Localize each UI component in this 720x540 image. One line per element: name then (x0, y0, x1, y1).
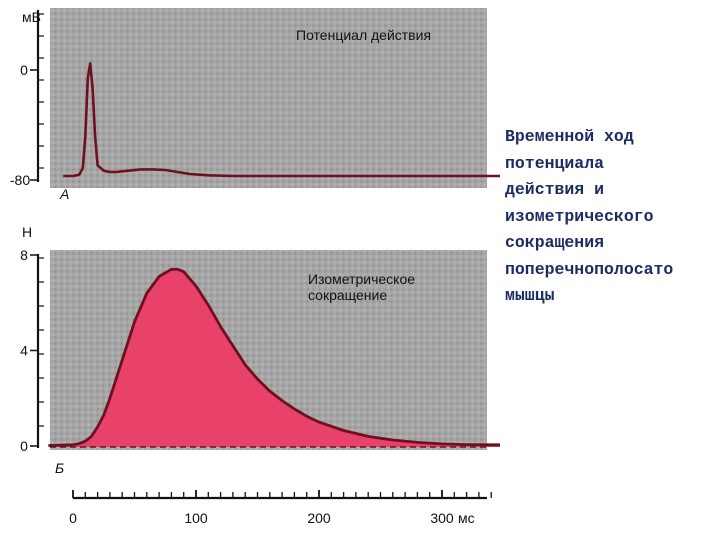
panel-b-y-ticks: 0 4 8 (20, 247, 38, 454)
caption-line: поперечнополосато (505, 259, 674, 279)
panel-a-label: A (59, 186, 69, 202)
panel-a-y-tick-label: 0 (20, 62, 28, 78)
panel-a-y-tick-label: -80 (10, 172, 30, 188)
time-axis-label: 100 (184, 510, 208, 526)
caption-line: потенциала (505, 153, 605, 173)
time-axis-ticks (72, 490, 492, 498)
panel-b-label: Б (55, 460, 64, 476)
panel-a-annotation: Потенциал действия (296, 27, 431, 43)
panel-b-y-tick-label: 0 (20, 438, 28, 454)
panel-b-contraction: Н 0 4 8 Изометрическое сокращение Б (20, 224, 500, 476)
panel-b-annotation-line1: Изометрическое (308, 271, 415, 287)
panel-b-annotation-line2: сокращение (308, 287, 387, 303)
time-axis-labels: 0 100 200 300 мс (69, 510, 475, 526)
time-axis-label: 200 (307, 510, 331, 526)
panel-b-minor-ticks (38, 257, 44, 427)
contraction-area (48, 269, 500, 447)
panel-a-y-unit: мВ (22, 9, 41, 25)
contraction-line (48, 267, 500, 447)
panel-b-y-tick-label: 8 (20, 247, 28, 263)
panel-a-background (50, 8, 487, 188)
caption-line: мышцы (505, 286, 555, 305)
panel-b-y-tick-label: 4 (20, 343, 28, 359)
time-axis-unit: мс (458, 510, 475, 526)
panel-b-y-unit: Н (22, 224, 32, 240)
caption-line: Временной ход (505, 127, 634, 146)
caption-line: сокращения (505, 233, 605, 252)
action-potential-line (63, 62, 500, 178)
time-axis: 0 100 200 300 мс (69, 490, 492, 526)
panel-a-minor-ticks (38, 13, 44, 169)
time-axis-label: 300 (430, 510, 454, 526)
caption-line: действия и (505, 180, 605, 199)
panel-a-action-potential: мВ 0 -80 Потенциал действия A (10, 8, 500, 202)
caption-line: изометрического (505, 206, 654, 226)
time-axis-label: 0 (69, 510, 77, 526)
figure: мВ 0 -80 Потенциал действия A Н 0 4 8 Изом… (10, 8, 500, 526)
caption: Временной ход потенциала действия и изом… (505, 124, 720, 310)
